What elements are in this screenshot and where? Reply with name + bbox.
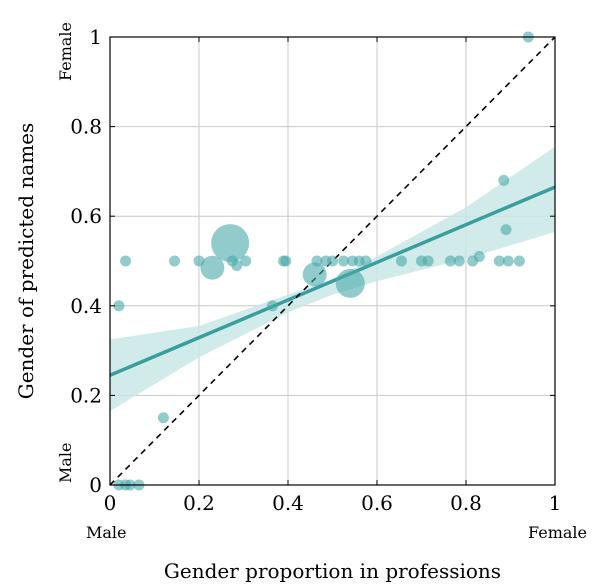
scatter-point [113, 300, 125, 312]
scatter-point [120, 255, 132, 267]
regression-layer [109, 185, 556, 377]
scatter-point [473, 251, 485, 263]
scatter-point [453, 255, 465, 267]
y-tick-label: 0 [89, 473, 102, 497]
scatter-point [422, 255, 434, 267]
y-axis-label: Gender of predicted names [14, 123, 38, 400]
scatter-point [157, 412, 169, 424]
scatter-point [211, 224, 250, 263]
scatter-point [280, 255, 292, 267]
x-tick-label: 0.6 [361, 491, 393, 515]
points-layer [113, 31, 534, 491]
y-end-label-female: Female [56, 22, 75, 81]
x-axis-label: Gender proportion in professions [164, 559, 501, 583]
x-end-label-male: Male [86, 523, 127, 542]
scatter-point [169, 255, 181, 267]
x-tick-label: 1 [549, 491, 562, 515]
x-tick-label: 0.2 [183, 491, 215, 515]
y-tick-label: 0.6 [70, 204, 102, 228]
y-tick-label: 0.8 [70, 115, 102, 139]
x-tick-label: 0 [104, 491, 117, 515]
scatter-point [338, 255, 350, 267]
ticks-layer: 0 0.2 0.4 0.6 0.8 1 0 0.2 0.4 0.6 0.8 1 [70, 25, 561, 515]
scatter-point [395, 255, 407, 267]
y-end-label-male: Male [56, 442, 75, 483]
regression-line [109, 185, 556, 377]
y-tick-label: 0.4 [70, 294, 102, 318]
scatter-point [498, 174, 510, 186]
confidence-band [110, 146, 555, 412]
scatter-point [311, 255, 323, 267]
scatter-point [493, 255, 505, 267]
scatter-point [360, 255, 372, 267]
scatter-point [444, 255, 456, 267]
scatter-point [193, 255, 205, 267]
y-tick-label: 0.2 [70, 383, 102, 407]
x-tick-label: 0.8 [450, 491, 482, 515]
plot-frame [109, 36, 556, 486]
scatter-point [513, 255, 525, 267]
scatter-point [240, 255, 252, 267]
scatter-point [500, 224, 512, 236]
scatter-point [335, 268, 365, 298]
y-tick-label: 1 [89, 25, 102, 49]
scatter-point [302, 262, 327, 287]
scatter-point [266, 300, 278, 312]
x-end-label-female: Female [528, 523, 587, 542]
scatter-point [200, 255, 225, 280]
confidence-band-layer [110, 146, 555, 412]
x-tick-label: 0.4 [272, 491, 304, 515]
scatter-point [502, 255, 514, 267]
scatter-point [226, 255, 238, 267]
scatter-point [327, 255, 338, 267]
